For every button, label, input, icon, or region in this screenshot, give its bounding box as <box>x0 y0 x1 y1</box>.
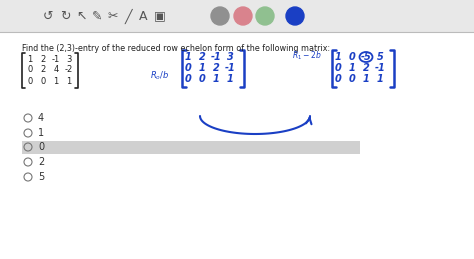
Text: 1: 1 <box>27 54 33 63</box>
Text: 0: 0 <box>348 74 356 84</box>
Text: ╱: ╱ <box>124 8 132 24</box>
Text: -1: -1 <box>52 54 60 63</box>
Text: ↺: ↺ <box>43 10 53 23</box>
Text: Find the (2,3)-entry of the reduced row echelon form of the following matrix:: Find the (2,3)-entry of the reduced row … <box>22 44 330 53</box>
Text: 1: 1 <box>199 63 205 73</box>
Text: -1: -1 <box>225 63 236 73</box>
Text: ↻: ↻ <box>60 10 70 23</box>
Text: 1: 1 <box>38 128 44 138</box>
Text: 0: 0 <box>199 74 205 84</box>
Text: 1: 1 <box>213 74 219 84</box>
Text: 0: 0 <box>38 142 44 152</box>
Text: ✎: ✎ <box>92 10 102 23</box>
Text: 0: 0 <box>185 74 191 84</box>
FancyBboxPatch shape <box>0 0 474 32</box>
Text: -2: -2 <box>65 66 73 75</box>
Circle shape <box>256 7 274 25</box>
Text: 2: 2 <box>199 52 205 62</box>
Text: 1: 1 <box>54 76 59 85</box>
Circle shape <box>211 7 229 25</box>
Text: 2: 2 <box>363 63 369 73</box>
Text: 2: 2 <box>40 66 46 75</box>
Text: 2: 2 <box>38 157 44 167</box>
Text: -5: -5 <box>361 52 371 62</box>
Text: 0: 0 <box>27 76 33 85</box>
Text: 1: 1 <box>335 52 341 62</box>
Text: 1: 1 <box>348 63 356 73</box>
Text: A: A <box>139 10 147 23</box>
Text: -1: -1 <box>210 52 221 62</box>
Text: 0: 0 <box>348 52 356 62</box>
Text: $R_o/b$: $R_o/b$ <box>150 70 170 82</box>
Text: 0: 0 <box>185 63 191 73</box>
Text: ✂: ✂ <box>108 10 118 23</box>
Text: 3: 3 <box>227 52 233 62</box>
Text: 0: 0 <box>335 74 341 84</box>
Text: 1: 1 <box>185 52 191 62</box>
Text: 2: 2 <box>213 63 219 73</box>
Text: 1: 1 <box>377 74 383 84</box>
Text: 5: 5 <box>377 52 383 62</box>
Circle shape <box>286 7 304 25</box>
Text: 4: 4 <box>38 113 44 123</box>
Text: 1: 1 <box>363 74 369 84</box>
Text: 0: 0 <box>27 66 33 75</box>
Text: 5: 5 <box>38 172 44 182</box>
Text: 1: 1 <box>66 76 72 85</box>
Text: $R_1-2b$: $R_1-2b$ <box>292 50 322 62</box>
Text: -1: -1 <box>374 63 385 73</box>
Text: 2: 2 <box>40 54 46 63</box>
Text: 4: 4 <box>54 66 59 75</box>
Text: 0: 0 <box>40 76 46 85</box>
Text: 1: 1 <box>227 74 233 84</box>
Text: ↖: ↖ <box>77 10 87 23</box>
Circle shape <box>234 7 252 25</box>
Text: 3: 3 <box>66 54 72 63</box>
Text: ▣: ▣ <box>154 10 166 23</box>
FancyBboxPatch shape <box>22 141 360 154</box>
Text: 0: 0 <box>335 63 341 73</box>
